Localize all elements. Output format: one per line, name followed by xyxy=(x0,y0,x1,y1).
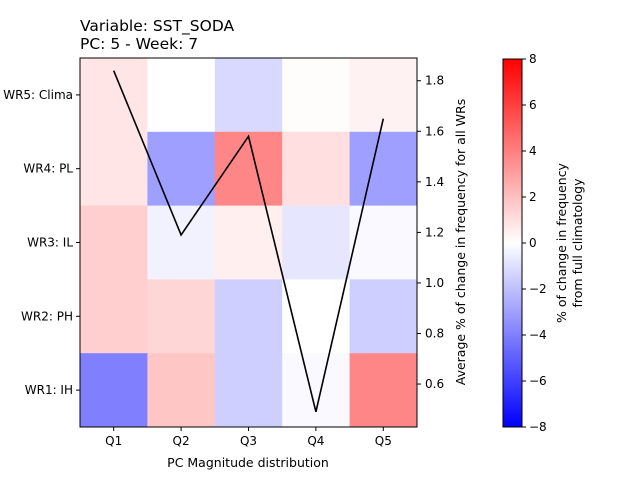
x-tick-label: Q5 xyxy=(375,434,392,448)
colorbar-tick-label: −2 xyxy=(529,282,547,296)
x-tick-label: Q4 xyxy=(307,434,324,448)
x-tick-label: Q2 xyxy=(173,434,190,448)
heatmap-cell xyxy=(147,131,216,207)
colorbar-label-line1: % of change in frequency xyxy=(554,162,569,323)
heatmap-cell xyxy=(80,353,148,428)
colorbar xyxy=(502,58,523,428)
colorbar-tick-label: 0 xyxy=(529,236,537,250)
x-tick-label: Q3 xyxy=(240,434,257,448)
heatmap-cell xyxy=(282,205,351,280)
heatmap-cell xyxy=(282,58,351,133)
heatmap-cell xyxy=(147,353,216,428)
heatmap-cell xyxy=(80,58,148,133)
heatmap-cell xyxy=(349,353,418,428)
right-tick-label: 0.6 xyxy=(425,377,444,391)
heatmap-cell xyxy=(282,279,351,354)
line-series xyxy=(112,70,385,413)
line-series-layer xyxy=(112,70,385,413)
right-tick-label: 1.2 xyxy=(425,225,444,239)
x-axis-ticks: Q1 Q2 Q3 Q4 Q5 xyxy=(105,427,392,448)
right-tick-label: 1.6 xyxy=(425,124,444,138)
right-axis-ticks: 0.6 0.8 1.0 1.2 1.4 1.6 1.8 xyxy=(417,74,444,391)
heatmap-cell xyxy=(349,58,418,133)
colorbar-tick-label: 6 xyxy=(529,98,537,112)
y-tick-label: WR2: PH xyxy=(21,309,73,323)
colorbar-label-line2: from full climatology xyxy=(570,178,585,308)
chart-title-line2: PC: 5 - Week: 7 xyxy=(80,35,198,53)
heatmap-cell xyxy=(282,353,351,428)
heatmap-cell xyxy=(214,279,283,354)
y-tick-label: WR5: Clima xyxy=(3,88,73,102)
colorbar-tick-label: 4 xyxy=(529,144,537,158)
colorbar-tick-label: −6 xyxy=(529,374,547,388)
heatmap-cell xyxy=(214,353,283,428)
x-axis-label: PC Magnitude distribution xyxy=(167,455,329,470)
chart-title-line1: Variable: SST_SODA xyxy=(80,17,235,36)
x-tick-label: Q1 xyxy=(105,434,122,448)
y-axis-ticks: WR5: Clima WR4: PL WR3: IL WR2: PH WR1: IH xyxy=(3,88,80,397)
heatmap-cell xyxy=(214,131,283,207)
y-tick-label: WR3: IL xyxy=(27,236,73,250)
heatmap-cell xyxy=(214,205,283,280)
heatmap-cell xyxy=(214,58,283,133)
colorbar-tick-label: 2 xyxy=(529,190,537,204)
heatmap-cell xyxy=(349,131,418,207)
heatmap-cell xyxy=(80,205,148,280)
heatmap-cell xyxy=(147,58,216,133)
heatmap-cell xyxy=(349,205,418,280)
colorbar-tick-label: −4 xyxy=(529,328,547,342)
heatmap-cell xyxy=(147,279,216,354)
heatmap-cell xyxy=(80,131,148,207)
right-tick-label: 1.8 xyxy=(425,74,444,88)
heatmap-cell xyxy=(349,279,418,354)
heatmap-cell xyxy=(282,131,351,207)
colorbar-tick-label: −8 xyxy=(529,420,547,434)
heatmap-cell xyxy=(80,279,148,354)
heatmap-cell xyxy=(147,205,216,280)
right-tick-label: 0.8 xyxy=(425,326,444,340)
colorbar-tick-label: 8 xyxy=(529,52,537,66)
y-tick-label: WR4: PL xyxy=(23,162,73,176)
y-tick-label: WR1: IH xyxy=(25,383,73,397)
right-axis-label: Average % of change in frequency for all… xyxy=(453,99,468,386)
right-tick-label: 1.0 xyxy=(425,276,444,290)
right-tick-label: 1.4 xyxy=(425,175,444,189)
colorbar-ticks: −8 −6 −4 −2 0 2 4 6 8 xyxy=(522,52,547,434)
